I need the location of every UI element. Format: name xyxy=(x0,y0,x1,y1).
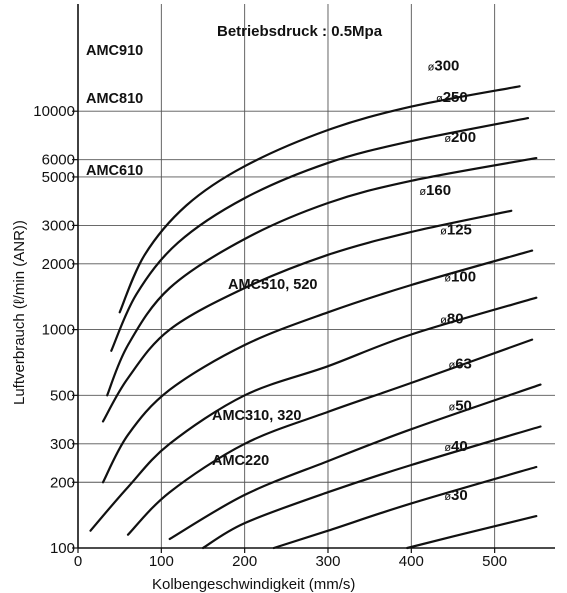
series-label: ø50 xyxy=(448,398,471,415)
series-labels: ø300 ø250 ø200 ø160 ø125 ø100 ø80 ø63 ø50 ø40 ø30 xyxy=(419,57,476,504)
series-line xyxy=(126,338,534,536)
y-tick-label: 100 xyxy=(50,540,75,557)
x-tick-label: 100 xyxy=(149,553,174,570)
series-label: ø250 xyxy=(436,89,468,106)
model-label: AMC910 xyxy=(86,43,143,59)
model-label: AMC810 xyxy=(86,91,143,107)
series-label: ø40 xyxy=(444,438,467,455)
y-tick-label: 5000 xyxy=(42,169,75,186)
series-line xyxy=(406,515,538,550)
series-line xyxy=(201,425,542,550)
x-axis-title: Kolbengeschwindigkeit (mm/s) xyxy=(152,576,355,593)
x-tick-label: 0 xyxy=(74,553,82,570)
series-label: ø200 xyxy=(444,129,476,146)
series-label: ø80 xyxy=(440,311,463,328)
series-line xyxy=(118,85,521,314)
series-line xyxy=(101,209,513,423)
model-label: AMC220 xyxy=(212,453,269,469)
y-tick-label: 300 xyxy=(50,436,75,453)
series-label: ø125 xyxy=(440,222,472,239)
series-line xyxy=(101,249,534,484)
x-tick-label: 400 xyxy=(399,553,424,570)
y-tick-label: 6000 xyxy=(42,152,75,169)
grid xyxy=(78,4,555,548)
model-label: AMC510, 520 xyxy=(228,277,317,293)
series-line xyxy=(272,465,538,550)
series-line xyxy=(168,383,542,541)
x-tick-label: 200 xyxy=(232,553,257,570)
series-label: ø63 xyxy=(448,356,471,373)
chart-title: Betriebsdruck : 0.5Mpa xyxy=(217,23,383,40)
y-tick-label: 2000 xyxy=(42,256,75,273)
series-line xyxy=(110,117,530,352)
axes xyxy=(72,4,555,553)
series-line xyxy=(106,157,538,397)
series-line xyxy=(89,296,538,532)
x-tick-labels: 0 100 200 300 400 500 xyxy=(74,553,507,570)
y-tick-label: 3000 xyxy=(42,217,75,234)
x-tick-label: 500 xyxy=(482,553,507,570)
series-label: ø100 xyxy=(444,269,476,286)
y-tick-label: 500 xyxy=(50,387,75,404)
model-labels: AMC910 AMC810 AMC610 AMC510, 520 AMC310, 320… xyxy=(86,43,317,469)
series-label: ø160 xyxy=(419,182,451,199)
series-label: ø300 xyxy=(428,57,460,74)
y-tick-label: 1000 xyxy=(42,322,75,339)
y-axis-title: Luftverbrauch (ℓ/min (ANR)) xyxy=(11,220,28,405)
model-label: AMC610 xyxy=(86,163,143,179)
y-tick-label: 200 xyxy=(50,474,75,491)
series-label: ø30 xyxy=(444,487,467,504)
model-label: AMC310, 320 xyxy=(212,408,301,424)
y-tick-label: 10000 xyxy=(33,103,75,120)
x-tick-label: 300 xyxy=(315,553,340,570)
curves xyxy=(89,85,542,550)
